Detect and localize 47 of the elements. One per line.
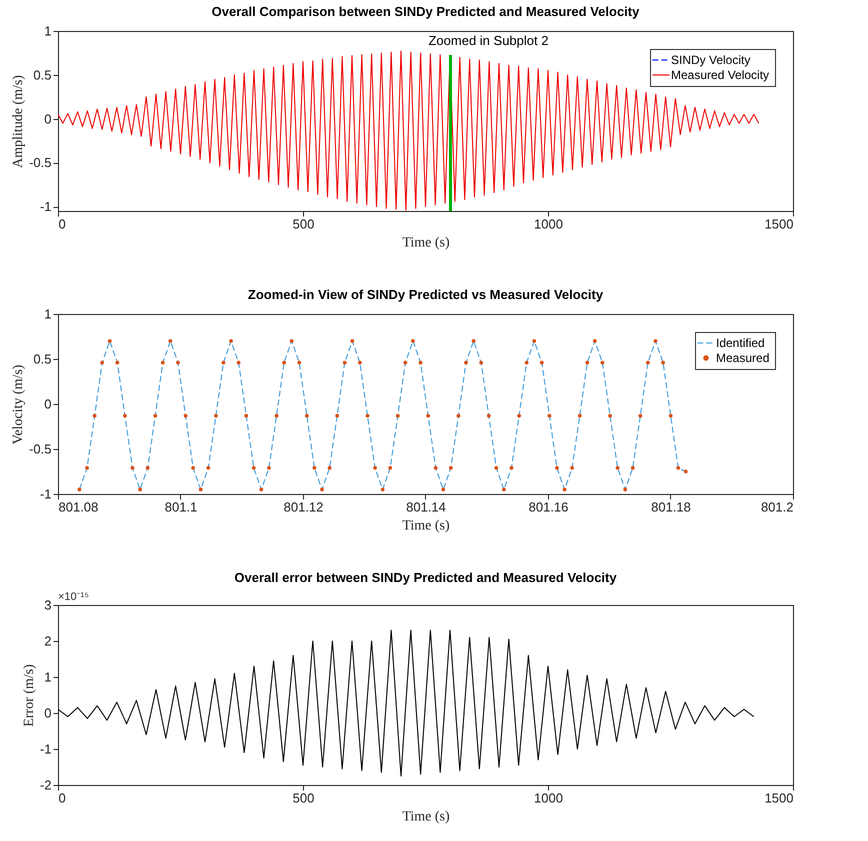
y-tick-label: -1 [40,742,52,756]
y-axis-title: Error (m/s) [22,664,37,727]
y-tick-label: 2 [44,634,52,648]
y-tick-label: 0 [44,706,52,720]
legend-label: Measured Velocity [671,68,770,82]
y-tick-label: 1 [44,306,52,322]
x-tick-label: 500 [292,790,314,806]
x-axis-title: Time (s) [402,236,450,250]
y-tick-label: 0 [44,111,52,126]
line-series [58,630,754,776]
chart-title: Overall Comparison between SINDy Predicted and Measured Velocity [212,4,640,19]
x-tick-label: 801.1 [164,500,198,514]
x-axis-title: Time (s) [402,810,450,824]
x-tick-label: 801.12 [284,500,324,514]
x-tick-label: 0 [58,790,66,806]
y-tick-label: 0.5 [33,67,52,82]
text: ×10⁻¹⁵ [58,591,89,603]
x-tick-label: 801.16 [528,500,568,514]
legend-label: Measured [716,351,770,365]
y-tick-label: -1 [40,486,52,502]
y-axis-title: Amplitude (m/s) [11,74,26,168]
y-tick-label: 1 [44,670,52,684]
y-tick-label: 0 [44,396,52,412]
ref-line-label: Zoomed in Subplot 2 [428,33,548,48]
y-tick-label: 3 [44,598,52,612]
y-tick-label: -0.5 [29,155,52,170]
x-tick-label: 801.2 [760,500,794,514]
y-tick-label: 1 [44,24,52,38]
x-tick-label: 801.08 [58,500,98,514]
x-tick-label: 1500 [764,216,794,232]
y-axis-title: Velocity (m/s) [11,364,26,444]
x-tick-label: 0 [58,216,66,232]
x-tick-label: 1000 [534,216,563,232]
y-tick-label: -2 [40,778,52,792]
x-tick-label: 801.14 [406,500,446,514]
legend-label: Identified [716,336,765,350]
y-tick-label: -0.5 [29,442,52,456]
chart-title: Overall error between SINDy Predicted and Measured Velocity [234,570,618,585]
x-axis-title: Time (s) [402,518,450,534]
y-tick-label: 0.5 [33,352,52,366]
x-tick-label: 1000 [534,790,563,806]
x-tick-label: 801.18 [651,500,691,514]
legend-label: SINDy Velocity [671,53,750,67]
y-tick-label: -1 [40,199,52,214]
chart-title: Zoomed-in View of SINDy Predicted vs Measured Velocity [248,287,604,302]
x-tick-label: 500 [292,216,314,232]
x-tick-label: 1500 [764,790,794,806]
